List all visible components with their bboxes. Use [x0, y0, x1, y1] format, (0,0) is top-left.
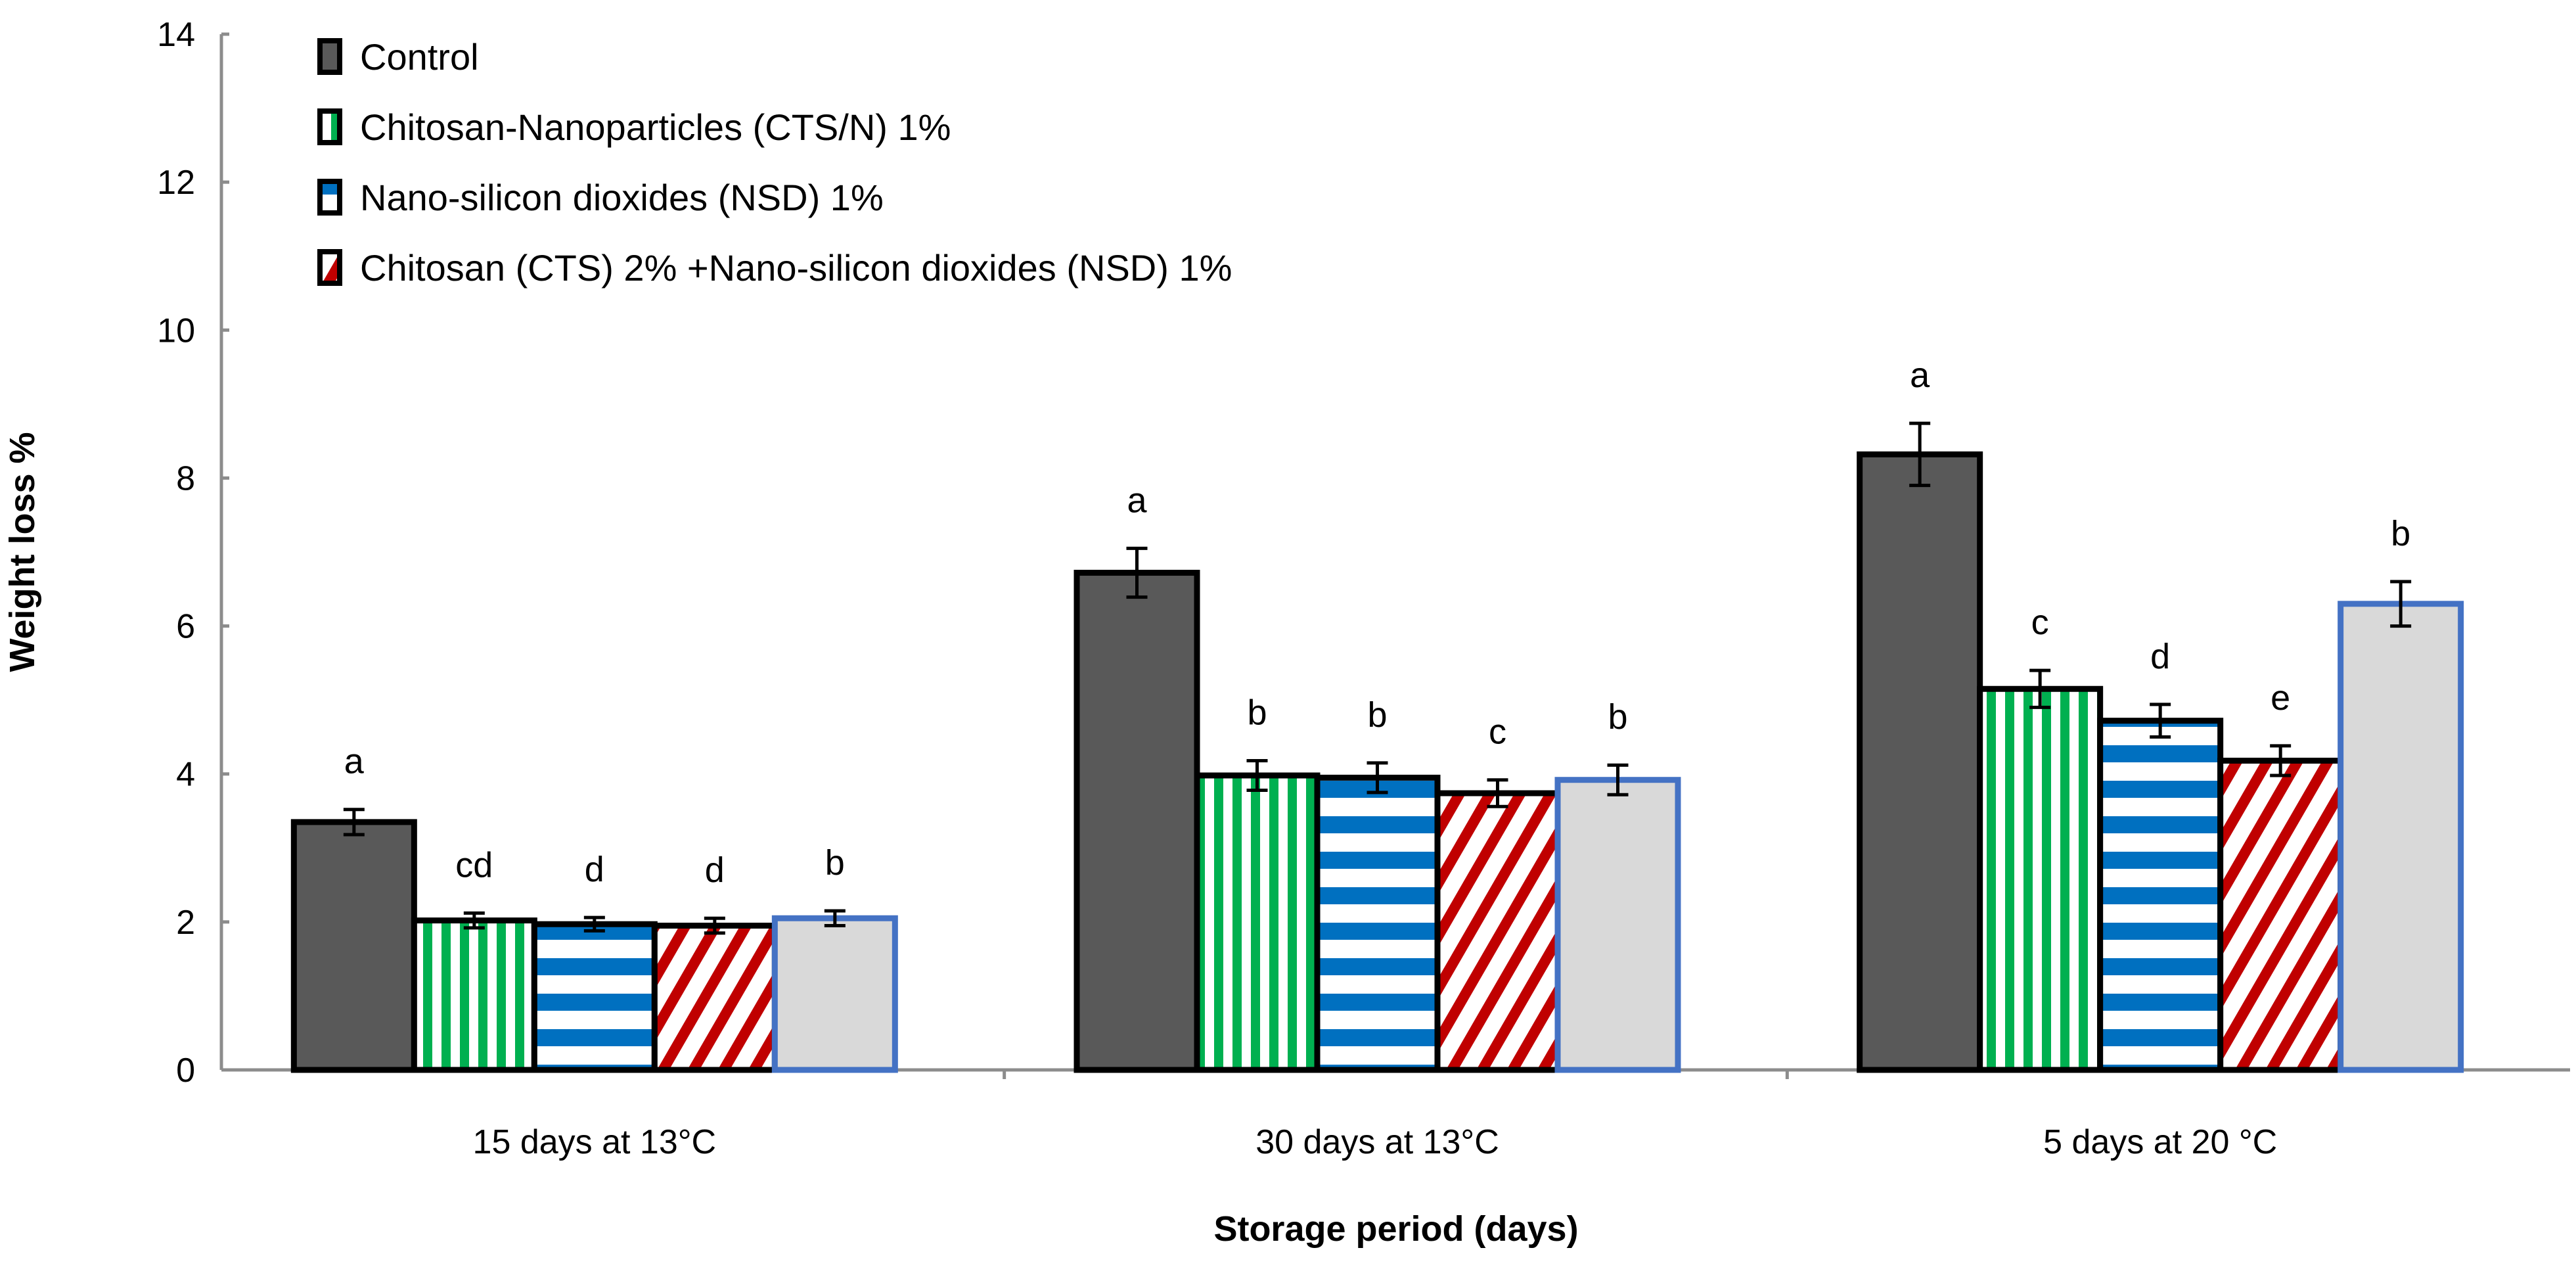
bar-3-1: [531, 921, 658, 1073]
bar-2-3: [1977, 685, 2104, 1073]
y-tick-label: 10: [157, 312, 195, 350]
y-axis-label: Weight loss %: [3, 432, 42, 672]
bar-5-1: [771, 915, 898, 1073]
significance-letter: d: [705, 850, 725, 890]
bar-3-2: [1314, 774, 1441, 1073]
legend: Control Chitosan-Nanoparticles (CTS/N) 1%…: [317, 36, 1232, 289]
bar-5-2: [1554, 777, 1681, 1073]
significance-letter: cd: [455, 845, 493, 885]
significance-letter: d: [2150, 637, 2170, 676]
bar-4-1: [651, 922, 778, 1073]
x-axis-label: Storage period (days): [1213, 1209, 1578, 1249]
significance-letter: c: [1489, 712, 1506, 752]
significance-letter: b: [2391, 514, 2410, 553]
bar-1-1: [290, 819, 417, 1073]
x-tick-label: 15 days at 13°C: [473, 1123, 717, 1161]
legend-label-1: Control: [360, 36, 479, 78]
y-tick-label: 4: [176, 756, 195, 794]
legend-label-2: Chitosan-Nanoparticles (CTS/N) 1%: [360, 106, 951, 148]
bar-2-2: [1194, 772, 1321, 1073]
significance-letter: d: [585, 850, 604, 889]
legend-swatch-4: [317, 249, 342, 286]
y-tick-label: 6: [176, 608, 195, 646]
significance-letter: c: [2031, 603, 2049, 642]
significance-letter: b: [1247, 693, 1267, 732]
y-tick-label: 14: [157, 16, 195, 54]
y-tick-label: 2: [176, 904, 195, 942]
significance-letter: a: [344, 742, 365, 781]
significance-letter: b: [825, 843, 845, 883]
y-tick-label: 8: [176, 459, 195, 497]
y-tick-label: 12: [157, 164, 195, 202]
bar-5-3: [2338, 601, 2464, 1073]
significance-letter: a: [1910, 356, 1930, 395]
legend-swatch-1: [317, 38, 342, 75]
y-tick-label: 0: [176, 1051, 195, 1090]
legend-swatch-2: [317, 108, 342, 145]
bar-4-3: [2217, 757, 2344, 1073]
significance-letter: a: [1127, 480, 1147, 520]
x-tick-label: 30 days at 13°C: [1255, 1123, 1499, 1161]
bar-2-1: [411, 917, 537, 1073]
significance-letter: b: [1367, 695, 1387, 735]
x-tick-label: 5 days at 20 °C: [2043, 1123, 2277, 1161]
significance-letter: b: [1608, 697, 1627, 737]
legend-swatch-3: [317, 179, 342, 216]
bar-4-2: [1434, 790, 1561, 1073]
bar-3-3: [2097, 718, 2224, 1073]
significance-letter: e: [2271, 678, 2290, 718]
bar-1-2: [1073, 570, 1200, 1073]
legend-label-3: Nano-silicon dioxides (NSD) 1%: [360, 177, 884, 218]
legend-label-4: Chitosan (CTS) 2% +Nano-silicon dioxides…: [360, 247, 1232, 289]
bar-1-3: [1857, 451, 1983, 1073]
